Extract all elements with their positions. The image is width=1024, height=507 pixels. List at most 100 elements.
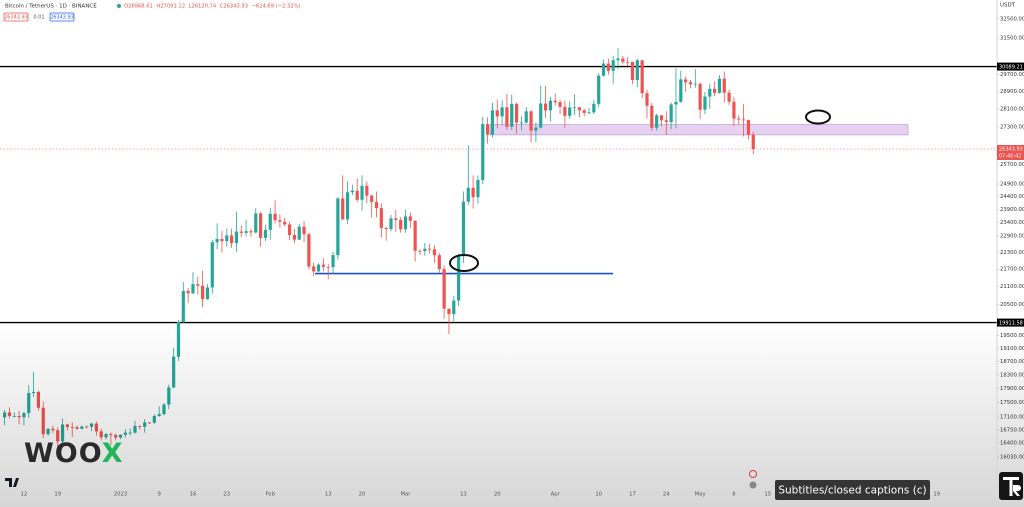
candle-body [587, 112, 591, 114]
candle-body [727, 92, 731, 102]
currency: USDT [1000, 3, 1016, 9]
candle-body [196, 284, 200, 286]
candle-body [601, 63, 606, 76]
x-tick-label: 17 [629, 492, 636, 498]
candle-body [452, 300, 456, 315]
candle-body [476, 180, 480, 198]
candle-body [611, 60, 615, 71]
logo-x: X [102, 438, 124, 469]
candle-body [312, 266, 316, 272]
icon[interactable] [749, 470, 757, 478]
drawn-circle [805, 109, 831, 125]
plot-area [0, 48, 997, 449]
buy-price: 26343.93 [50, 15, 74, 21]
y-tick-label: 18300.00 [1000, 372, 1024, 378]
candle-body [659, 115, 664, 121]
candle-body [630, 61, 635, 81]
candle-body [249, 231, 253, 233]
candle-body [471, 187, 475, 198]
candle-body [191, 284, 195, 294]
candle-body [432, 249, 437, 256]
candle-body [481, 124, 485, 181]
zone [489, 124, 909, 136]
candle-body [273, 213, 277, 221]
symbol: Bitcoin / TetherUS · 1D · BINANCE [5, 4, 97, 10]
candle-body [688, 82, 693, 85]
y-tick-label: 32500.00 [1000, 16, 1024, 22]
x-tick-label: 8 [732, 492, 736, 498]
candle-body [225, 235, 229, 242]
candle-body [341, 198, 345, 220]
candle-body [399, 220, 403, 230]
y-tick-label: 28100.00 [1000, 106, 1024, 112]
candle-body [751, 134, 755, 150]
candle-body [621, 58, 625, 62]
candle-body [321, 264, 325, 267]
candle-body [539, 103, 543, 128]
candle-body [370, 195, 374, 202]
ohlc-values: O26968.61 H27091.12 L26120.74 C26343.93 −624… [124, 4, 301, 10]
ohlc-item: L26120.74 [189, 4, 217, 10]
candle-body [582, 110, 586, 113]
candle-body [543, 103, 548, 111]
ohlc-item: H27091.12 [156, 4, 185, 10]
candle-body [210, 242, 214, 288]
candle-body [234, 231, 239, 244]
candle-body [230, 235, 234, 244]
candle-body [389, 218, 393, 229]
x-tick-label: Mar [400, 492, 411, 498]
y-tick-label: 23900.00 [1000, 207, 1024, 213]
y-tick-label: 24400.00 [1000, 194, 1024, 200]
candle-body [326, 266, 330, 268]
x-tick-label: 2023 [114, 492, 127, 498]
candle-body [297, 226, 301, 240]
y-tick-label: 22900.00 [1000, 233, 1024, 239]
candle-body [650, 105, 654, 128]
y-tick-label: 22300.00 [1000, 250, 1024, 256]
countdown: 07:40:42 [999, 154, 1021, 160]
y-tick-label: 20500.00 [1000, 302, 1024, 308]
candle-body [708, 88, 712, 97]
candle-body [553, 100, 557, 103]
candle-body [645, 93, 649, 106]
icon[interactable] [749, 481, 757, 489]
candle-body [669, 104, 673, 123]
captions-text: Subtitles/closed captions (c) [778, 485, 926, 497]
time-axis: 12 19 2023 9 16 23 Feb 13 20 Mar 13 20 Apr 10 17 24 May 8… [21, 492, 941, 498]
candle-body [384, 227, 388, 229]
candle-body [292, 234, 296, 240]
candle-body [447, 308, 451, 315]
x-tick-label: 12 [21, 492, 28, 498]
ohlc-item: O26968.61 [124, 4, 153, 10]
candle-body [428, 248, 432, 250]
candle-body [717, 78, 722, 93]
candle-body [355, 190, 359, 200]
level-label: 19911.58 [999, 320, 1023, 326]
candle-body [316, 264, 321, 272]
buy-box[interactable] [49, 12, 75, 22]
candle-body [413, 220, 417, 251]
y-tick-label: 21100.00 [1000, 284, 1024, 290]
candle-body [302, 226, 306, 235]
candle-body [254, 213, 258, 233]
x-tick-label: 20 [494, 492, 501, 498]
level-tag [997, 62, 1024, 71]
x-tick-label: 20 [359, 492, 366, 498]
overlay-shade [0, 322, 1024, 507]
x-tick-label: 19 [54, 492, 61, 498]
candle-body [490, 110, 495, 135]
y-tick-label: 18700.00 [1000, 359, 1024, 365]
candle-body [268, 213, 272, 230]
candle-body [679, 79, 683, 102]
x-tick-label: May [695, 492, 706, 498]
logo-main: WOO [24, 438, 102, 469]
candle-body [524, 111, 528, 123]
captions-box [775, 480, 930, 500]
candle-body [684, 79, 688, 83]
candle-body [713, 88, 717, 93]
x-tick-label: Apr [551, 492, 561, 498]
sell-box[interactable] [3, 12, 29, 22]
x-tick-label: 10 [595, 492, 602, 498]
